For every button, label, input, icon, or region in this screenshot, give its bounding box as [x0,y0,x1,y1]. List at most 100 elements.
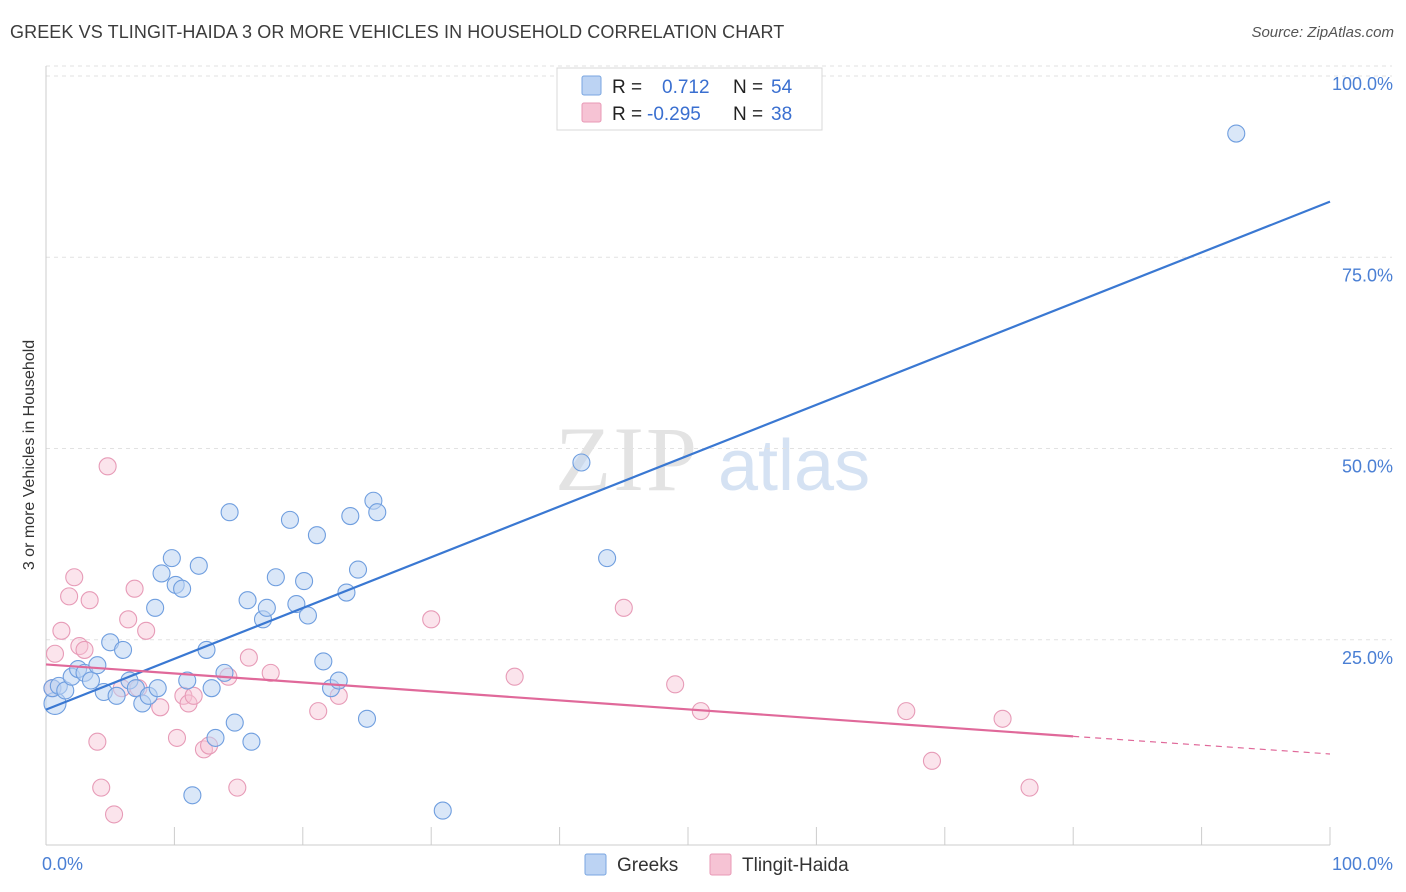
tlingit-haida-points [43,457,1039,824]
stats-legend: R = 0.712 N = 54 R = -0.295 N = 38 [556,67,823,131]
tlingit-point-17 [151,698,170,717]
tlingit-point-9 [92,778,111,797]
tlingit-point-27 [261,663,280,682]
y-tick-label-0: 25.0% [1342,648,1393,668]
tlingit-point-31 [505,667,524,686]
tlingit-point-26 [239,648,258,667]
greeks-point-51 [433,801,452,820]
greeks-point-35 [257,598,276,617]
greeks-point-22 [173,579,192,598]
greeks-n-label: N = [733,77,763,98]
greeks-legend-label: Greeks [617,855,678,876]
tlingit-point-3 [60,587,79,606]
tlingit-point-37 [993,709,1012,728]
greeks-point-29 [215,663,234,682]
trend-lines [45,200,1331,755]
chart-title: GREEK VS TLINGIT-HAIDA 3 OR MORE VEHICLE… [10,22,785,42]
greeks-point-50 [368,503,387,522]
x-tick-labels: 0.0% 100.0% [42,854,1393,874]
greeks-point-33 [242,732,261,751]
tlingit-legend-swatch [581,102,602,123]
y-tick-label-2: 75.0% [1342,265,1393,285]
greeks-point-48 [357,709,377,728]
watermark-atlas: atlas [718,426,870,506]
tlingit-point-13 [119,610,138,629]
source-label: Source: ZipAtlas.com [1251,24,1394,41]
greeks-point-36 [266,568,285,587]
greeks-point-25 [189,556,208,575]
tlingit-point-2 [52,621,71,640]
tlingit-trend-extension [1073,735,1331,755]
greeks-point-53 [598,549,617,568]
tlingit-n-value: 38 [771,104,792,125]
x-tick-label-1: 100.0% [1332,854,1393,874]
tlingit-point-14 [125,579,144,598]
tlingit-swatch [709,853,732,876]
greeks-point-42 [314,652,333,671]
greeks-point-11 [107,686,126,705]
greeks-point-37 [280,510,300,529]
greeks-r-value: 0.712 [662,77,710,98]
tlingit-point-7 [80,591,99,610]
tlingit-point-11 [105,805,124,824]
tlingit-point-8 [88,732,107,751]
tlingit-r-value: -0.295 [647,104,701,125]
greeks-points [43,124,1246,820]
greeks-point-40 [298,606,317,625]
tlingit-trend-line [45,663,1074,738]
greeks-point-17 [146,598,165,617]
greeks-point-7 [81,671,100,690]
series-legend: Greeks Tlingit-Haida [584,853,849,876]
greeks-point-18 [148,679,167,698]
y-axis-label: 3 or more Vehicles in Household [21,340,38,570]
tlingit-point-1 [45,644,65,663]
greeks-swatch [584,853,607,876]
greeks-point-20 [162,549,181,568]
greeks-point-39 [295,572,314,591]
greeks-point-32 [238,591,257,610]
axes [45,66,1331,846]
tlingit-point-36 [922,751,942,770]
greeks-legend-swatch [581,75,602,96]
greeks-point-41 [307,526,326,545]
x-tick-label-0: 0.0% [42,854,83,874]
greeks-point-44 [329,671,348,690]
tlingit-point-32 [614,598,633,617]
greeks-point-24 [183,786,202,805]
tlingit-point-38 [1020,778,1039,797]
tlingit-point-10 [98,457,117,476]
greeks-n-value: 54 [771,77,793,98]
tlingit-n-label: N = [733,104,763,125]
y-tick-label-1: 50.0% [1342,457,1393,477]
y-tick-label-3: 100.0% [1332,74,1393,94]
tlingit-point-18 [167,728,187,747]
greeks-point-27 [202,679,221,698]
tlingit-point-6 [75,640,94,659]
tlingit-point-35 [897,702,916,721]
greeks-point-46 [341,506,360,526]
tlingit-point-21 [184,686,203,705]
greeks-point-28 [206,728,225,747]
greeks-point-12 [113,640,133,659]
greeks-r-label: R = [612,77,642,98]
greeks-point-47 [348,560,368,579]
greeks-point-30 [220,503,239,522]
greeks-point-23 [178,671,197,690]
tlingit-point-28 [309,702,328,721]
tlingit-legend-label: Tlingit-Haida [742,855,849,876]
greeks-point-31 [225,713,244,732]
tlingit-point-30 [422,610,441,629]
gridlines [46,65,1392,641]
tlingit-r-label: R = [612,104,642,125]
greeks-point-52 [572,453,591,472]
tlingit-point-25 [228,778,247,797]
greeks-point-19 [152,564,171,583]
greeks-point-8 [88,656,107,675]
tlingit-point-4 [65,568,84,587]
greeks-trend-line [45,200,1331,711]
y-tick-labels: 25.0% 50.0% 75.0% 100.0% [1332,74,1393,668]
tlingit-point-33 [666,675,685,694]
greeks-point-54 [1227,124,1246,143]
tlingit-point-16 [137,621,156,640]
